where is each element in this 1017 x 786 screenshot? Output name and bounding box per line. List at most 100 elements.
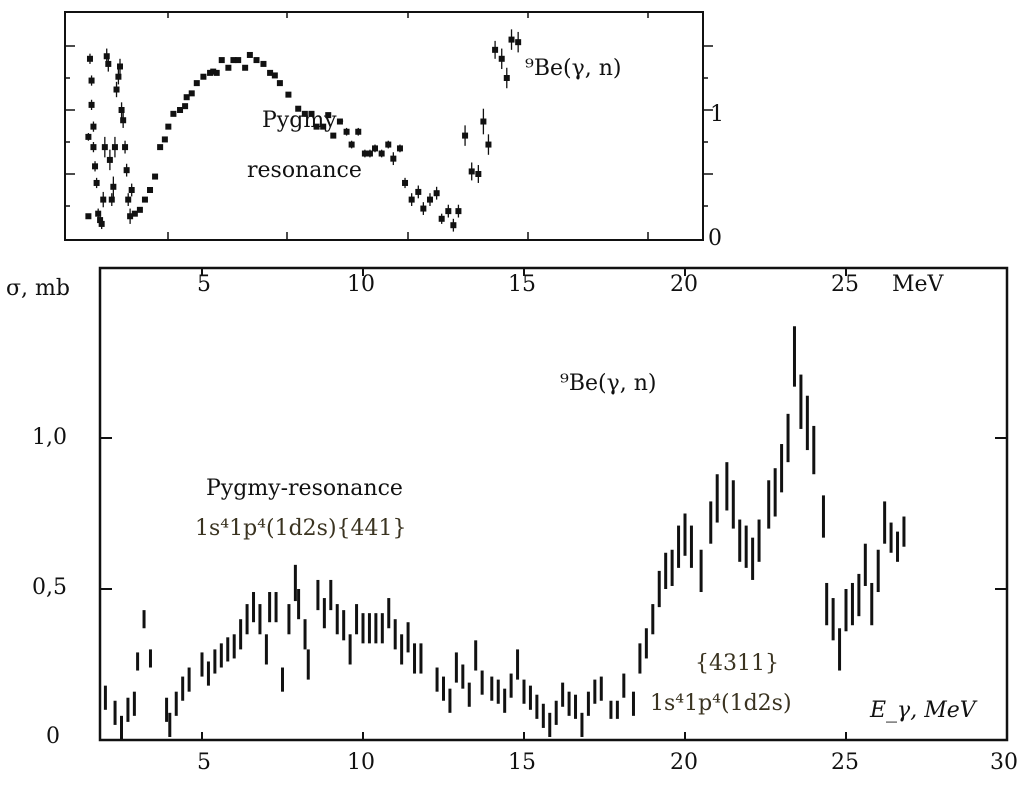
- inset-data-point: [260, 60, 267, 67]
- inset-data-point: [152, 173, 159, 180]
- inset-data-point: [468, 168, 475, 175]
- inset-data-point: [141, 196, 148, 203]
- x-axis-label: E_γ, MeV: [870, 698, 976, 723]
- main-plot-frame: [98, 266, 1009, 742]
- x-tick-label: 5: [197, 750, 211, 775]
- inset-data-point: [213, 69, 220, 76]
- inset-data-point: [361, 150, 368, 157]
- x-tick-label: 30: [990, 750, 1017, 775]
- x-top-tick-label: 15: [508, 272, 536, 297]
- inset-data-point: [515, 39, 522, 46]
- inset-data-point: [426, 196, 433, 203]
- inset-data-point: [125, 196, 132, 203]
- inset-data-point: [131, 210, 138, 217]
- inset-data-point: [97, 217, 104, 224]
- inset-data-point: [330, 132, 337, 139]
- inset-data-point: [503, 75, 510, 81]
- inset-data-point: [157, 144, 164, 151]
- inset-data-point: [108, 196, 115, 203]
- inset-data-point: [122, 144, 129, 151]
- inset-data-point: [320, 123, 327, 130]
- inset-data-point: [285, 91, 292, 98]
- inset-data-point: [433, 190, 440, 197]
- inset-data-point: [88, 77, 95, 84]
- x-top-tick-label: 5: [197, 272, 211, 297]
- x-tick-label: 10: [347, 750, 375, 775]
- inset-data-point: [508, 36, 515, 43]
- inset-data-point: [455, 208, 462, 215]
- inset-data-point: [242, 64, 249, 71]
- inset-data-point: [396, 145, 403, 152]
- inset-plot-frame: [64, 11, 704, 241]
- inset-data-point: [492, 46, 499, 53]
- x-tick-label: 25: [831, 750, 859, 775]
- inset-data-point: [101, 144, 108, 151]
- gdr-config-label: 1s⁴1p⁴(1d2s): [650, 691, 792, 716]
- inset-data-point: [210, 68, 217, 75]
- inset-data-point: [170, 110, 177, 117]
- pygmy-config-label: 1s⁴1p⁴(1d2s){441}: [195, 516, 407, 541]
- inset-data-point: [385, 141, 392, 148]
- inset-data-point: [110, 183, 117, 190]
- inset-data-point: [462, 132, 469, 139]
- inset-data-point: [485, 141, 492, 148]
- inset-data-point: [336, 118, 343, 125]
- inset-data-point: [207, 69, 214, 76]
- inset-data-point: [438, 215, 445, 222]
- x-tick-label: 20: [670, 750, 698, 775]
- inset-data-point: [116, 63, 123, 70]
- inset-data-point: [183, 94, 190, 101]
- y-tick-label: 1,0: [32, 425, 67, 450]
- inset-data-point: [95, 210, 102, 217]
- inset-data-point: [408, 196, 415, 203]
- inset-data-point: [90, 123, 97, 130]
- inset-data-point: [90, 144, 97, 151]
- inset-data-point: [177, 107, 184, 113]
- inset-y-tick-label: 1: [710, 102, 724, 127]
- inset-data-point: [313, 123, 320, 130]
- inset-data-point: [127, 213, 134, 220]
- inset-data-point: [276, 80, 283, 87]
- inset-data-point: [498, 55, 505, 62]
- inset-data-point: [415, 188, 422, 195]
- inset-data-point: [366, 150, 373, 157]
- inset-data-point: [120, 117, 127, 124]
- inset-data-point: [301, 110, 308, 117]
- inset-data-point: [147, 187, 154, 193]
- inset-data-point: [188, 90, 195, 97]
- inset-data-point: [267, 69, 274, 76]
- inset-data-point: [86, 55, 93, 62]
- inset-data-point: [325, 112, 332, 119]
- inset-data-point: [390, 155, 397, 162]
- x-tick-label: 15: [508, 750, 536, 775]
- inset-annotation-line1: Pygmy-: [262, 108, 345, 133]
- inset-data-point: [165, 123, 172, 130]
- inset-data-point: [111, 144, 118, 151]
- inset-data-point: [182, 103, 189, 110]
- inset-data-point: [225, 64, 232, 71]
- inset-data-point: [235, 57, 242, 64]
- inset-data-point: [348, 141, 355, 148]
- inset-data-point: [98, 220, 105, 227]
- y-axis-label: σ, mb: [6, 276, 70, 301]
- x-top-tick-label: 10: [347, 272, 375, 297]
- gdr-symmetry-label: {4311}: [695, 651, 779, 676]
- inset-data-point: [105, 60, 112, 67]
- inset-data-point: [200, 73, 207, 80]
- inset-data-point: [128, 187, 135, 193]
- y-tick-label: 0,5: [32, 575, 67, 600]
- x-top-tick-label: 20: [670, 272, 698, 297]
- inset-data-point: [103, 53, 110, 60]
- inset-data-point: [343, 128, 350, 135]
- inset-data-point: [372, 145, 379, 152]
- inset-data-point: [113, 86, 120, 93]
- reaction-label: ⁹Be(γ, n): [560, 371, 657, 396]
- inset-data-point: [475, 171, 482, 177]
- inset-data-point: [355, 128, 362, 135]
- inset-reaction-label: ⁹Be(γ, n): [525, 56, 622, 81]
- inset-data-point: [218, 57, 225, 64]
- inset-data-point: [271, 72, 278, 79]
- inset-data-point: [230, 57, 237, 64]
